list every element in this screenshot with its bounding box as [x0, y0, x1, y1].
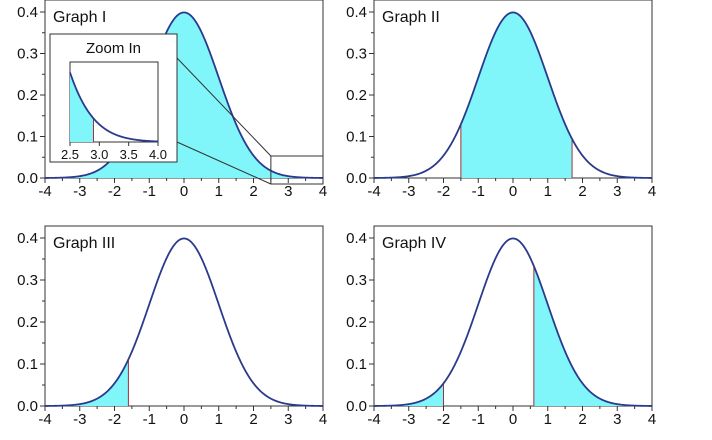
zoom-box [270, 155, 324, 185]
shaded-region-1 [45, 12, 323, 178]
chart-panel-2: -4 -3 -2 -1 0 1 2 3 4 0.0 0.1 0.2 0.3 0.4 Graph II [346, 0, 656, 200]
density-curve [374, 11, 652, 179]
x-tick-label: -3 [73, 411, 86, 428]
x-tick-label: 4 [648, 411, 656, 428]
y-tick-label: 0.4 [346, 230, 367, 247]
x-tick-label: 0 [509, 183, 517, 200]
graph-title: Graph IV [382, 235, 446, 252]
x-tick-label: -2 [437, 183, 450, 200]
x-tick-label: 4 [319, 411, 327, 428]
y-tick-label: 0.3 [346, 272, 367, 289]
x-tick-label: -1 [472, 183, 485, 200]
density-curve [374, 237, 652, 407]
density-curve [45, 237, 323, 407]
x-tick-label: -2 [108, 183, 121, 200]
chart-panel-1: -4 -3 -2 -1 0 1 2 3 4 0.0 0.1 0.2 0.3 0.4 Graph I Zoom … [17, 0, 327, 200]
y-tick-label: 0.2 [346, 314, 367, 331]
zoom-x-tick-label: 3.0 [90, 147, 108, 162]
y-tick-label: 0.0 [17, 170, 38, 187]
y-tick-label: 0.3 [17, 46, 38, 63]
graph-title: Graph III [53, 235, 115, 252]
y-tick-label: 0.4 [346, 4, 367, 21]
graph-title: Graph II [382, 9, 440, 26]
zoom-x-tick-label: 4.0 [149, 147, 167, 162]
x-tick-label: 3 [284, 183, 292, 200]
x-tick-label: 3 [284, 411, 292, 428]
shaded-region-1 [460, 12, 573, 178]
x-tick-label: 0 [509, 411, 517, 428]
y-tick-label: 0.0 [346, 170, 367, 187]
x-tick-label: 3 [613, 183, 621, 200]
x-tick-label: -4 [367, 411, 380, 428]
x-tick-label: -4 [367, 183, 380, 200]
y-tick-label: 0.3 [346, 46, 367, 63]
y-tick-label: 0.1 [17, 129, 38, 146]
y-tick-label: 0.0 [17, 398, 38, 415]
x-tick-label: -3 [402, 183, 415, 200]
x-tick-label: 4 [648, 183, 656, 200]
zoom-inset: Zoom In 2.5 3.0 3.5 4.0 [49, 33, 178, 163]
y-tick-label: 0.1 [17, 356, 38, 373]
x-tick-label: 4 [319, 183, 327, 200]
y-tick-label: 0.2 [346, 87, 367, 104]
y-tick-label: 0.3 [17, 272, 38, 289]
x-tick-label: 2 [578, 183, 586, 200]
y-tick-label: 0.2 [17, 87, 38, 104]
x-tick-label: -2 [108, 411, 121, 428]
y-tick-label: 0.1 [346, 356, 367, 373]
zoom-title: Zoom In [86, 40, 141, 57]
y-tick-label: 0.2 [17, 314, 38, 331]
plot-frame [44, 225, 324, 407]
x-tick-label: -1 [143, 183, 156, 200]
x-tick-label: -2 [437, 411, 450, 428]
x-tick-label: 1 [215, 183, 223, 200]
chart-panel-4: -4 -3 -2 -1 0 1 2 3 4 0.0 0.1 0.2 0.3 0.4 Graph IV [346, 225, 656, 428]
x-tick-label: 0 [180, 411, 188, 428]
x-tick-label: 2 [249, 183, 257, 200]
zoom-connector [176, 141, 272, 185]
x-tick-label: 2 [249, 411, 257, 428]
y-tick-label: 0.4 [17, 230, 38, 247]
x-tick-label: 1 [215, 411, 223, 428]
plot-frame [373, 225, 653, 407]
shaded-region-1 [374, 383, 444, 406]
y-tick-label: 0.0 [346, 398, 367, 415]
zoom-x-tick-label: 3.5 [120, 147, 138, 162]
x-tick-label: -3 [402, 411, 415, 428]
x-tick-label: 3 [613, 411, 621, 428]
density-curve [45, 11, 323, 179]
shaded-region-1 [45, 359, 129, 406]
x-tick-label: 1 [544, 183, 552, 200]
x-tick-label: -4 [38, 183, 51, 200]
y-tick-label: 0.4 [17, 4, 38, 21]
x-tick-label: -3 [73, 183, 86, 200]
x-tick-label: 2 [578, 411, 586, 428]
chart-panel-3: -4 -3 -2 -1 0 1 2 3 4 0.0 0.1 0.2 0.3 0.4 Graph III [17, 225, 327, 428]
x-tick-label: 1 [544, 411, 552, 428]
zoom-connector [176, 57, 272, 157]
x-tick-label: -1 [472, 411, 485, 428]
shaded-region-2 [533, 266, 652, 406]
graph-title: Graph I [53, 9, 106, 26]
zoom-x-tick-label: 2.5 [61, 147, 79, 162]
y-tick-label: 0.1 [346, 129, 367, 146]
zoom-density-curve [69, 72, 159, 143]
x-tick-label: -1 [143, 411, 156, 428]
x-tick-label: -4 [38, 411, 51, 428]
x-tick-label: 0 [180, 183, 188, 200]
